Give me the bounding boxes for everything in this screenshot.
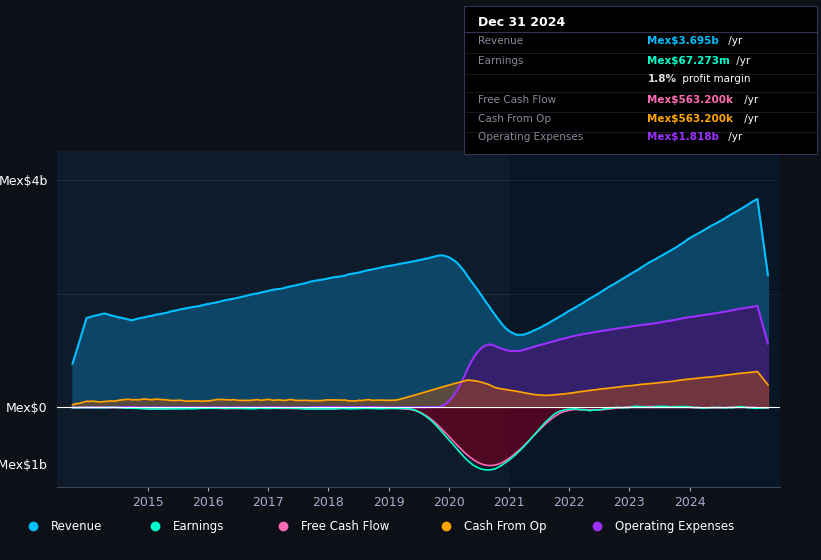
Text: /yr: /yr xyxy=(733,57,750,67)
Text: Operating Expenses: Operating Expenses xyxy=(478,132,583,142)
Text: Mex$563.200k: Mex$563.200k xyxy=(648,95,733,105)
Bar xyxy=(509,151,780,487)
Text: Earnings: Earnings xyxy=(173,520,225,533)
Text: Dec 31 2024: Dec 31 2024 xyxy=(478,16,565,29)
Text: Mex$1.818b: Mex$1.818b xyxy=(648,132,719,142)
Text: Mex$563.200k: Mex$563.200k xyxy=(648,114,733,124)
Text: Cash From Op: Cash From Op xyxy=(478,114,551,124)
Text: /yr: /yr xyxy=(741,114,758,124)
FancyBboxPatch shape xyxy=(464,6,817,154)
Text: Revenue: Revenue xyxy=(478,36,523,46)
Text: Cash From Op: Cash From Op xyxy=(464,520,546,533)
Text: /yr: /yr xyxy=(741,95,758,105)
Text: /yr: /yr xyxy=(725,132,742,142)
Text: Free Cash Flow: Free Cash Flow xyxy=(478,95,556,105)
Text: /yr: /yr xyxy=(725,36,742,46)
Text: Mex$67.273m: Mex$67.273m xyxy=(648,57,731,67)
Text: 1.8%: 1.8% xyxy=(648,74,677,84)
Text: Revenue: Revenue xyxy=(51,520,103,533)
Text: profit margin: profit margin xyxy=(678,74,750,84)
Text: Operating Expenses: Operating Expenses xyxy=(615,520,734,533)
Text: Mex$3.695b: Mex$3.695b xyxy=(648,36,719,46)
Text: Free Cash Flow: Free Cash Flow xyxy=(301,520,390,533)
Text: Earnings: Earnings xyxy=(478,57,524,67)
